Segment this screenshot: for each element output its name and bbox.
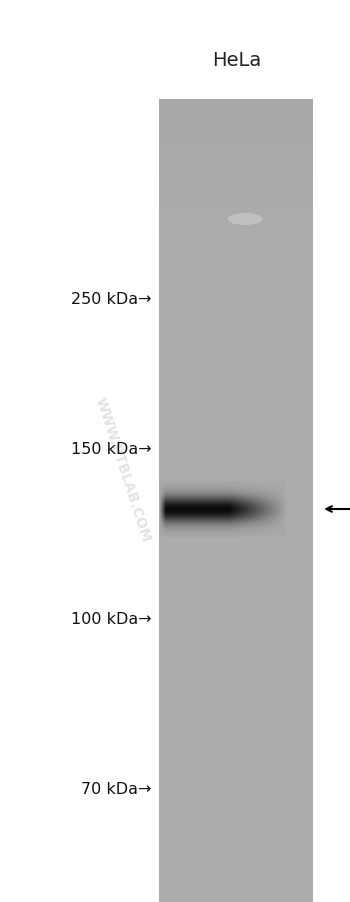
Bar: [0, 0, 159, 902]
Ellipse shape: [228, 214, 262, 226]
Bar: [0, 0, 350, 100]
Text: WWW.PTBLAB.COM: WWW.PTBLAB.COM: [92, 395, 153, 543]
Bar: [313, 0, 350, 902]
Text: HeLa: HeLa: [212, 51, 261, 69]
Text: 100 kDa→: 100 kDa→: [71, 612, 151, 627]
Text: 250 kDa→: 250 kDa→: [71, 292, 151, 308]
Text: 150 kDa→: 150 kDa→: [71, 442, 151, 457]
Text: 70 kDa→: 70 kDa→: [81, 782, 151, 796]
